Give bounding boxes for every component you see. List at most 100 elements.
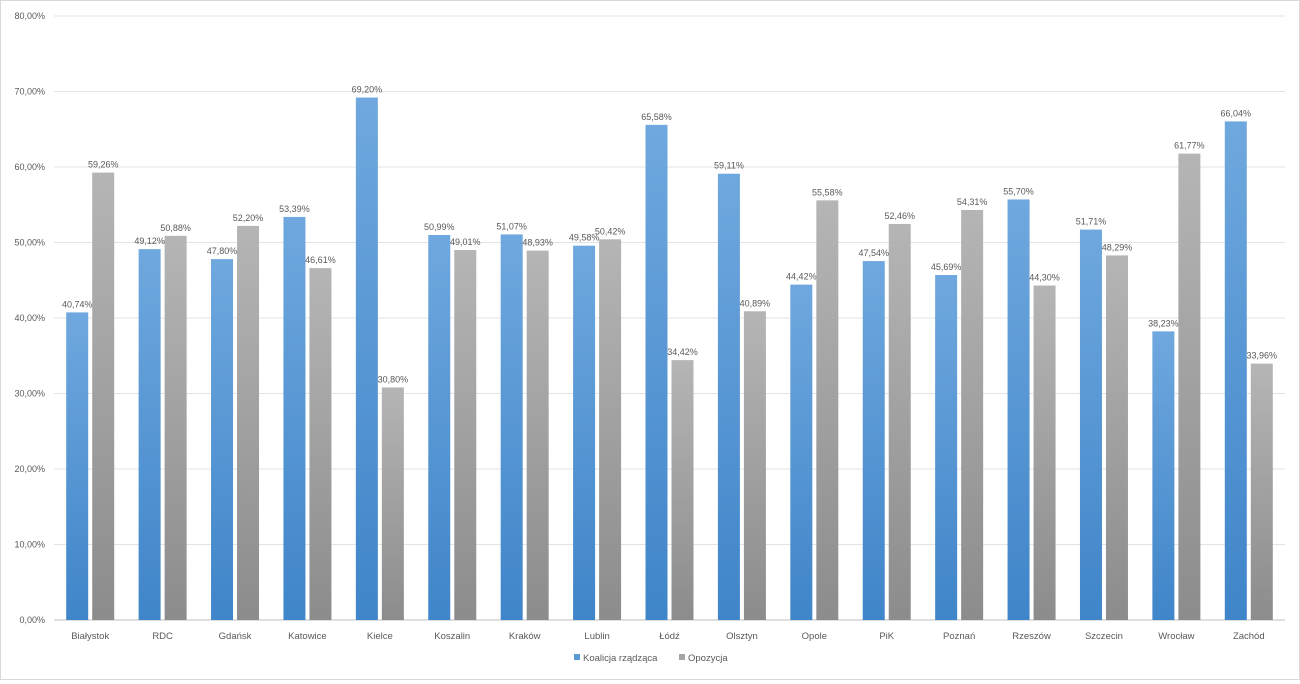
bar-koalicja	[355, 97, 378, 621]
y-tick-label: 0,00%	[19, 615, 45, 625]
bar-opozycja	[381, 387, 404, 620]
bar-opozycja	[1178, 153, 1201, 620]
x-category-label: Rzeszów	[1012, 631, 1051, 642]
bar-opozycja	[1033, 285, 1056, 620]
gridlines	[54, 15, 1285, 621]
x-axis-categories: Białystok RDC Gdańsk Katowice Kielce Koszalin…	[71, 631, 1264, 642]
y-tick-label: 70,00%	[14, 87, 45, 97]
legend-label: Opozycja	[688, 653, 728, 664]
x-category-label: Zachód	[1233, 631, 1265, 642]
y-tick-label: 10,00%	[14, 540, 45, 550]
bar-koalicja	[1079, 229, 1102, 621]
x-category-label: Białystok	[71, 631, 109, 642]
data-label: 48,93%	[522, 238, 553, 248]
bar-opozycja	[92, 172, 115, 620]
x-category-label: Szczecin	[1085, 631, 1123, 642]
x-category-label: Koszalin	[434, 631, 470, 642]
x-category-label: RDC	[152, 631, 173, 642]
bar-koalicja	[1007, 199, 1030, 620]
x-category-label: Poznań	[943, 631, 975, 642]
x-category-label: Olsztyn	[726, 631, 758, 642]
data-label: 44,42%	[786, 272, 817, 282]
data-label: 48,29%	[1102, 242, 1133, 252]
data-label: 49,58%	[569, 233, 600, 243]
bar-koalicja	[935, 275, 958, 620]
bar-opozycja	[309, 268, 332, 620]
bar-opozycja	[1250, 363, 1273, 620]
data-label: 65,58%	[641, 112, 672, 122]
x-category-label: Opole	[802, 631, 827, 642]
legend-label: Koalicja rządząca	[583, 653, 658, 664]
data-label: 66,04%	[1221, 108, 1252, 118]
bar-opozycja	[237, 225, 260, 620]
data-label: 51,07%	[496, 221, 527, 231]
data-label: 49,01%	[450, 237, 481, 247]
data-label: 40,74%	[62, 299, 93, 309]
data-label: 30,80%	[378, 374, 409, 384]
data-label: 51,71%	[1076, 217, 1107, 227]
bars	[66, 97, 1273, 621]
bar-opozycja	[454, 249, 477, 621]
data-label: 52,20%	[233, 213, 264, 223]
legend-swatch	[679, 654, 685, 660]
bar-koalicja	[862, 261, 885, 620]
data-label: 33,96%	[1247, 351, 1278, 361]
data-label: 50,99%	[424, 222, 455, 232]
bar-opozycja	[888, 223, 911, 620]
data-label: 59,11%	[714, 161, 744, 171]
data-label: 52,46%	[884, 211, 915, 221]
bar-koalicja	[1152, 331, 1175, 620]
bar-koalicja	[1224, 121, 1247, 620]
x-category-label: Kraków	[509, 631, 541, 642]
x-category-label: Łódź	[659, 631, 680, 642]
data-label: 59,26%	[88, 160, 119, 170]
data-label: 61,77%	[1174, 141, 1205, 151]
data-label: 40,89%	[740, 298, 771, 308]
y-tick-label: 80,00%	[14, 11, 45, 21]
bar-koalicja	[428, 235, 451, 620]
data-label: 54,31%	[957, 197, 988, 207]
bar-koalicja	[211, 259, 234, 620]
bar-opozycja	[743, 311, 766, 620]
data-label: 44,30%	[1029, 273, 1060, 283]
x-category-label: Katowice	[288, 631, 327, 642]
data-label: 69,20%	[352, 85, 383, 95]
legend: Koalicja rządząca Opozycja	[574, 653, 728, 664]
bar-koalicja	[138, 249, 161, 621]
data-label: 50,88%	[160, 223, 191, 233]
data-label: 38,23%	[1148, 318, 1179, 328]
y-tick-label: 20,00%	[14, 464, 45, 474]
data-label: 55,70%	[1003, 186, 1034, 196]
bar-opozycja	[164, 235, 187, 620]
data-label: 34,42%	[667, 347, 698, 357]
bar-opozycja	[599, 239, 622, 621]
x-category-label: Kielce	[367, 631, 393, 642]
bar-opozycja	[526, 250, 549, 621]
bar-koalicja	[283, 216, 306, 620]
bar-opozycja	[671, 360, 694, 620]
data-label: 45,69%	[931, 262, 962, 272]
data-label: 47,54%	[858, 248, 889, 258]
bar-opozycja	[961, 209, 984, 620]
bar-opozycja	[816, 200, 839, 620]
y-tick-label: 40,00%	[14, 313, 45, 323]
x-category-label: Wrocław	[1158, 631, 1194, 642]
y-tick-label: 50,00%	[14, 238, 45, 248]
y-axis-ticks: 0,00% 10,00% 20,00% 30,00% 40,00% 50,00% 60,00…	[14, 11, 45, 625]
bar-koalicja	[790, 284, 813, 620]
data-label: 55,58%	[812, 187, 843, 197]
bar-koalicja	[717, 173, 740, 621]
bar-koalicja	[573, 245, 596, 620]
data-label: 46,61%	[305, 255, 336, 265]
y-tick-label: 60,00%	[14, 162, 45, 172]
data-label: 53,39%	[279, 204, 310, 214]
data-label: 47,80%	[207, 246, 238, 256]
data-label: 50,42%	[595, 226, 626, 236]
legend-swatch	[574, 654, 580, 660]
bar-koalicja	[66, 312, 89, 620]
bar-opozycja	[1105, 255, 1128, 620]
bar-koalicja	[645, 124, 668, 620]
x-category-label: PiK	[879, 631, 894, 642]
